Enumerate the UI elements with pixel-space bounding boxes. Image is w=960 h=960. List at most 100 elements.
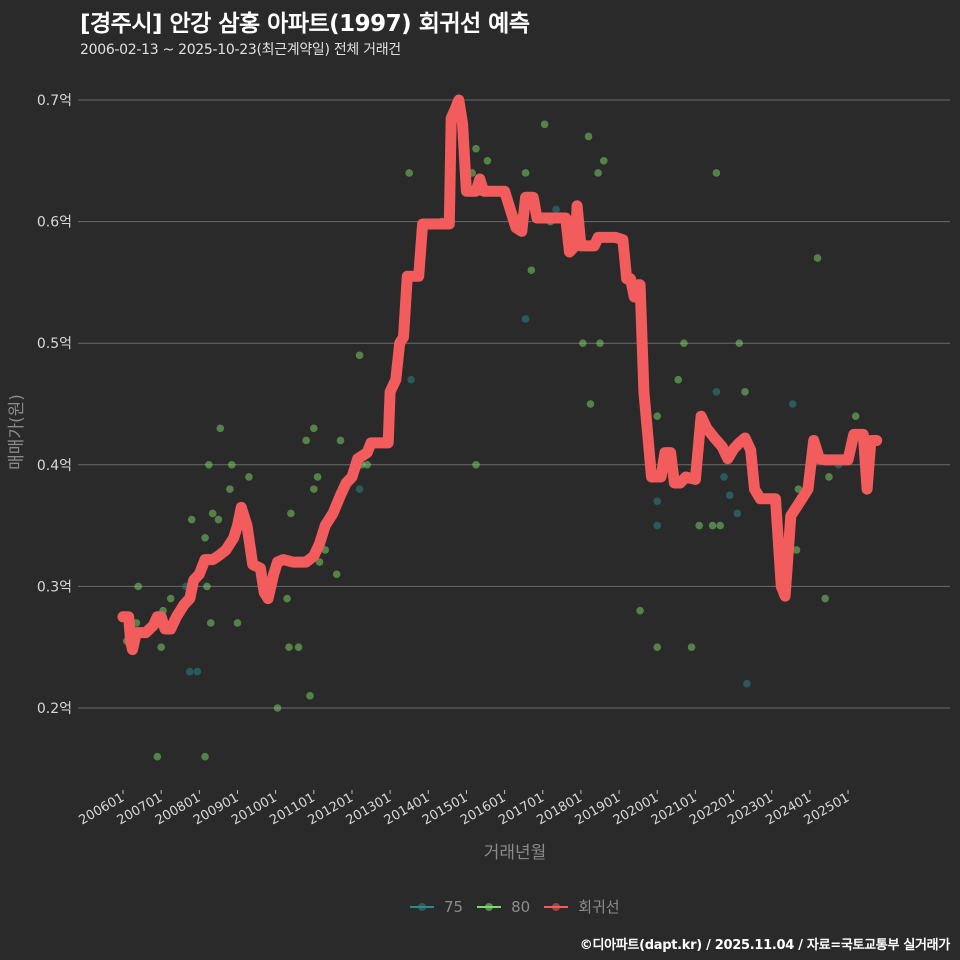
legend-label-80: 80: [511, 897, 531, 916]
scatter-point-80: [187, 515, 196, 524]
scatter-point-75: [712, 388, 721, 396]
scatter-point-80: [245, 473, 253, 481]
scatter-point-80: [294, 643, 303, 651]
scatter-point-80: [483, 157, 492, 165]
legend-label-75: 75: [444, 897, 464, 916]
scatter-point-75: [720, 473, 728, 481]
x-axis-title: 거래년월: [484, 843, 547, 863]
y-tick-label: 0.2억: [37, 701, 72, 717]
scatter-point-75: [725, 491, 734, 500]
scatter-point-80: [233, 619, 242, 627]
scatter-point-80: [205, 461, 213, 469]
scatter-point-80: [306, 692, 314, 700]
scatter-point-80: [695, 521, 704, 530]
scatter-point-75: [185, 667, 194, 676]
scatter-point-80: [332, 570, 341, 579]
scatter-point-80: [405, 169, 414, 177]
scatter-point-80: [735, 339, 744, 348]
scatter-point-80: [813, 254, 822, 262]
scatter-point-75: [788, 400, 797, 408]
scatter-point-80: [584, 132, 593, 141]
scatter-point-80: [596, 339, 604, 348]
scatter-point-80: [216, 424, 225, 433]
chart-title: [경주시] 안강 삼홍 아파트(1997) 회귀선 예측: [80, 11, 530, 37]
scatter-point-80: [821, 594, 829, 603]
scatter-point-80: [674, 375, 683, 384]
scatter-point-80: [134, 582, 143, 591]
scatter-point-80: [579, 339, 587, 348]
legend-item-80: 80: [477, 898, 530, 916]
y-tick-label: 0.7억: [37, 93, 72, 109]
scatter-point-75: [653, 497, 662, 506]
regression-line: [117, 94, 883, 656]
scatter-point-75: [521, 315, 530, 323]
scatter-point-80: [302, 436, 310, 445]
scatter-point-80: [653, 412, 662, 420]
scatter-point-80: [825, 473, 833, 481]
scatter-point-80: [273, 704, 282, 712]
scatter-point-80: [283, 594, 291, 603]
scatter-point-80: [214, 515, 223, 524]
x-axis-ticks: 2006012007012008012009012010012011012012…: [77, 790, 852, 828]
y-axis-ticks: 0.7억 0.6억 0.5억 0.4억 0.3억 0.2억: [37, 93, 72, 717]
scatter-point-80: [203, 582, 211, 591]
scatter-point-80: [208, 509, 217, 518]
scatter-point-80: [600, 157, 608, 165]
scatter-point-75: [733, 509, 742, 518]
scatter-point-80: [355, 351, 364, 360]
scatter-point-80: [472, 144, 480, 153]
legend-item-regression: 회귀선: [544, 896, 620, 917]
scatter-point-80: [636, 606, 644, 615]
scatter-point-80: [363, 461, 372, 469]
footer-credit: ©디아파트(dapt.kr) / 2025.11.04 / 자료=국토교통부 실…: [579, 938, 951, 953]
legend-key-75-icon: [410, 901, 434, 913]
scatter-point-75: [743, 679, 751, 688]
scatter-point-80: [792, 546, 801, 554]
scatter-point-80: [851, 412, 860, 420]
y-axis-title: 매매가(원): [7, 394, 27, 470]
chart-subtitle: 2006-02-13 ~ 2025-10-23(최근계약일) 전체 거래건: [80, 42, 401, 58]
scatter-point-80: [708, 521, 717, 530]
scatter-point-75: [193, 667, 202, 676]
scatter-point-80: [287, 509, 295, 518]
legend: 75 80 회귀선: [410, 896, 628, 917]
scatter-point-80: [315, 558, 324, 566]
legend-key-regression-icon: [544, 901, 569, 913]
scatter-point-75: [552, 205, 560, 214]
scatter-point-75: [407, 375, 415, 384]
legend-item-75: 75: [410, 898, 463, 916]
y-tick-label: 0.3억: [37, 579, 72, 595]
scatter-point-75: [355, 485, 364, 493]
scatter-point-80: [153, 752, 162, 761]
scatter-point-80: [712, 169, 721, 177]
scatter-point-80: [336, 436, 345, 445]
scatter-point-75: [653, 521, 662, 530]
scatter-point-80: [310, 424, 318, 433]
scatter-point-80: [687, 643, 696, 651]
scatter-point-80: [653, 643, 662, 651]
legend-key-80-icon: [477, 901, 502, 913]
legend-label-regression: 회귀선: [578, 898, 620, 916]
scatter-point-80: [157, 643, 165, 651]
scatter-point-80: [527, 266, 536, 275]
scatter-point-80: [540, 120, 549, 129]
scatter-point-80: [521, 169, 530, 177]
scatter-point-80: [310, 485, 318, 493]
scatter-point-80: [166, 594, 175, 603]
grid-lines: [78, 99, 950, 709]
y-tick-label: 0.5억: [37, 336, 72, 352]
scatter-point-80: [472, 461, 480, 469]
scatter-point-80: [594, 169, 602, 177]
scatter-point-80: [201, 752, 209, 761]
scatter-point-80: [716, 521, 725, 530]
scatter-point-80: [680, 339, 688, 348]
y-tick-label: 0.6억: [37, 215, 72, 231]
scatter-point-80: [227, 461, 236, 469]
scatter-point-80: [206, 619, 215, 627]
scatter-point-80: [285, 643, 293, 651]
scatter-point-80: [313, 473, 322, 481]
scatter-point-80: [741, 388, 749, 396]
y-tick-label: 0.4억: [37, 458, 72, 474]
scatter-point-80: [226, 485, 234, 493]
